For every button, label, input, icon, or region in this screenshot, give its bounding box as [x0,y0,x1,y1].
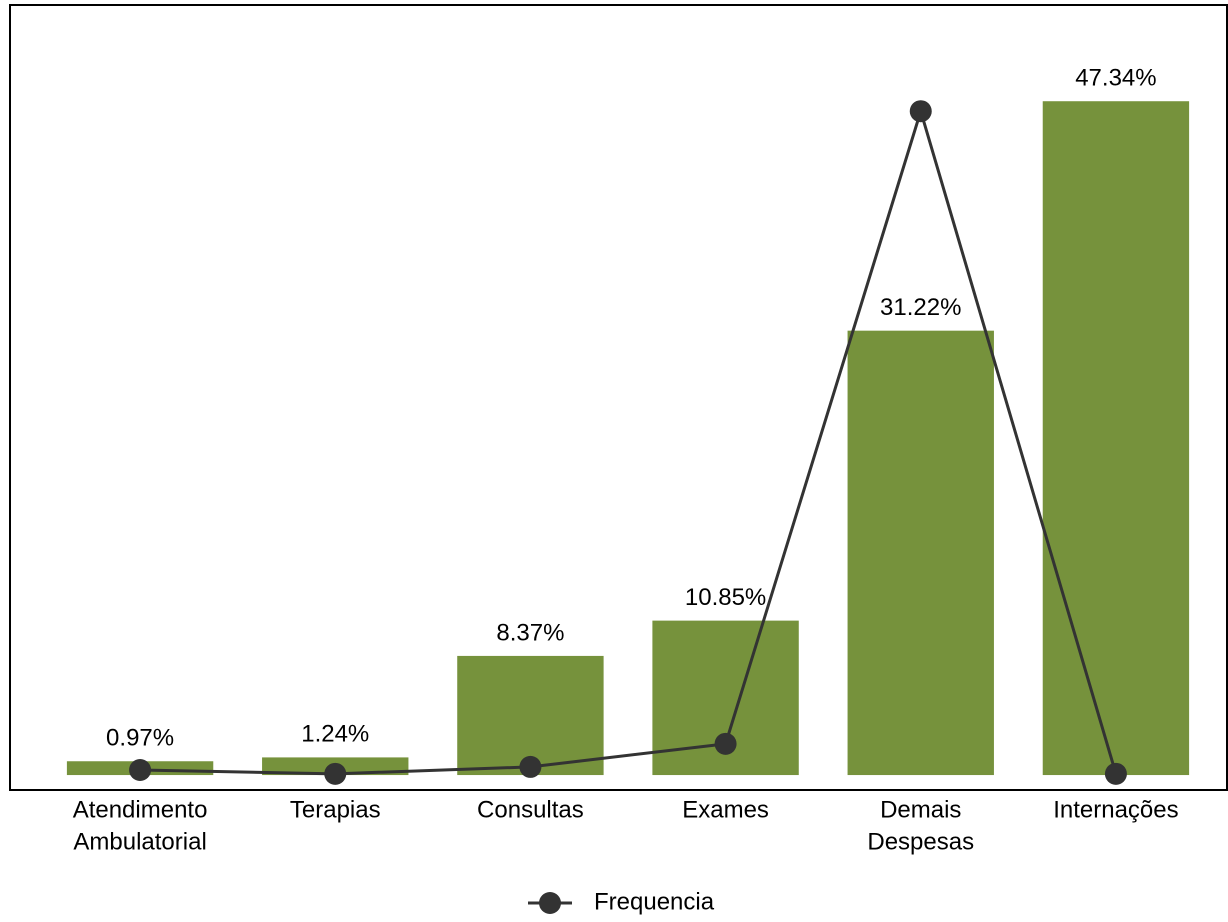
line-marker [1104,762,1127,785]
x-tick-label: Exames [682,796,769,823]
line-marker [129,758,152,781]
data-label: 31.22% [880,294,961,321]
x-tick-label: Internações [1053,796,1178,823]
line [140,106,1118,776]
legend-marker [539,892,561,914]
x-tick-label: Demais [880,796,961,823]
data-label: 8.37% [496,619,564,646]
line-marker [324,762,347,785]
line-marker [519,755,542,778]
bar [1042,101,1190,776]
x-tick-label: Ambulatorial [73,828,206,855]
bar [847,330,994,776]
legend-label: Frequencia [594,888,715,915]
data-label: 0.97% [106,725,174,752]
x-tick-label: Despesas [867,828,974,855]
bar [457,655,604,776]
line-marker [909,100,932,123]
x-tick-label: Terapias [290,796,381,823]
x-tick-label: Consultas [477,796,584,823]
data-label: 10.85% [685,584,766,611]
data-label: 1.24% [301,721,369,748]
plot-frame [9,4,1228,791]
line-marker [714,732,737,755]
data-label: 47.34% [1075,65,1156,92]
x-tick-label: Atendimento [73,796,208,823]
